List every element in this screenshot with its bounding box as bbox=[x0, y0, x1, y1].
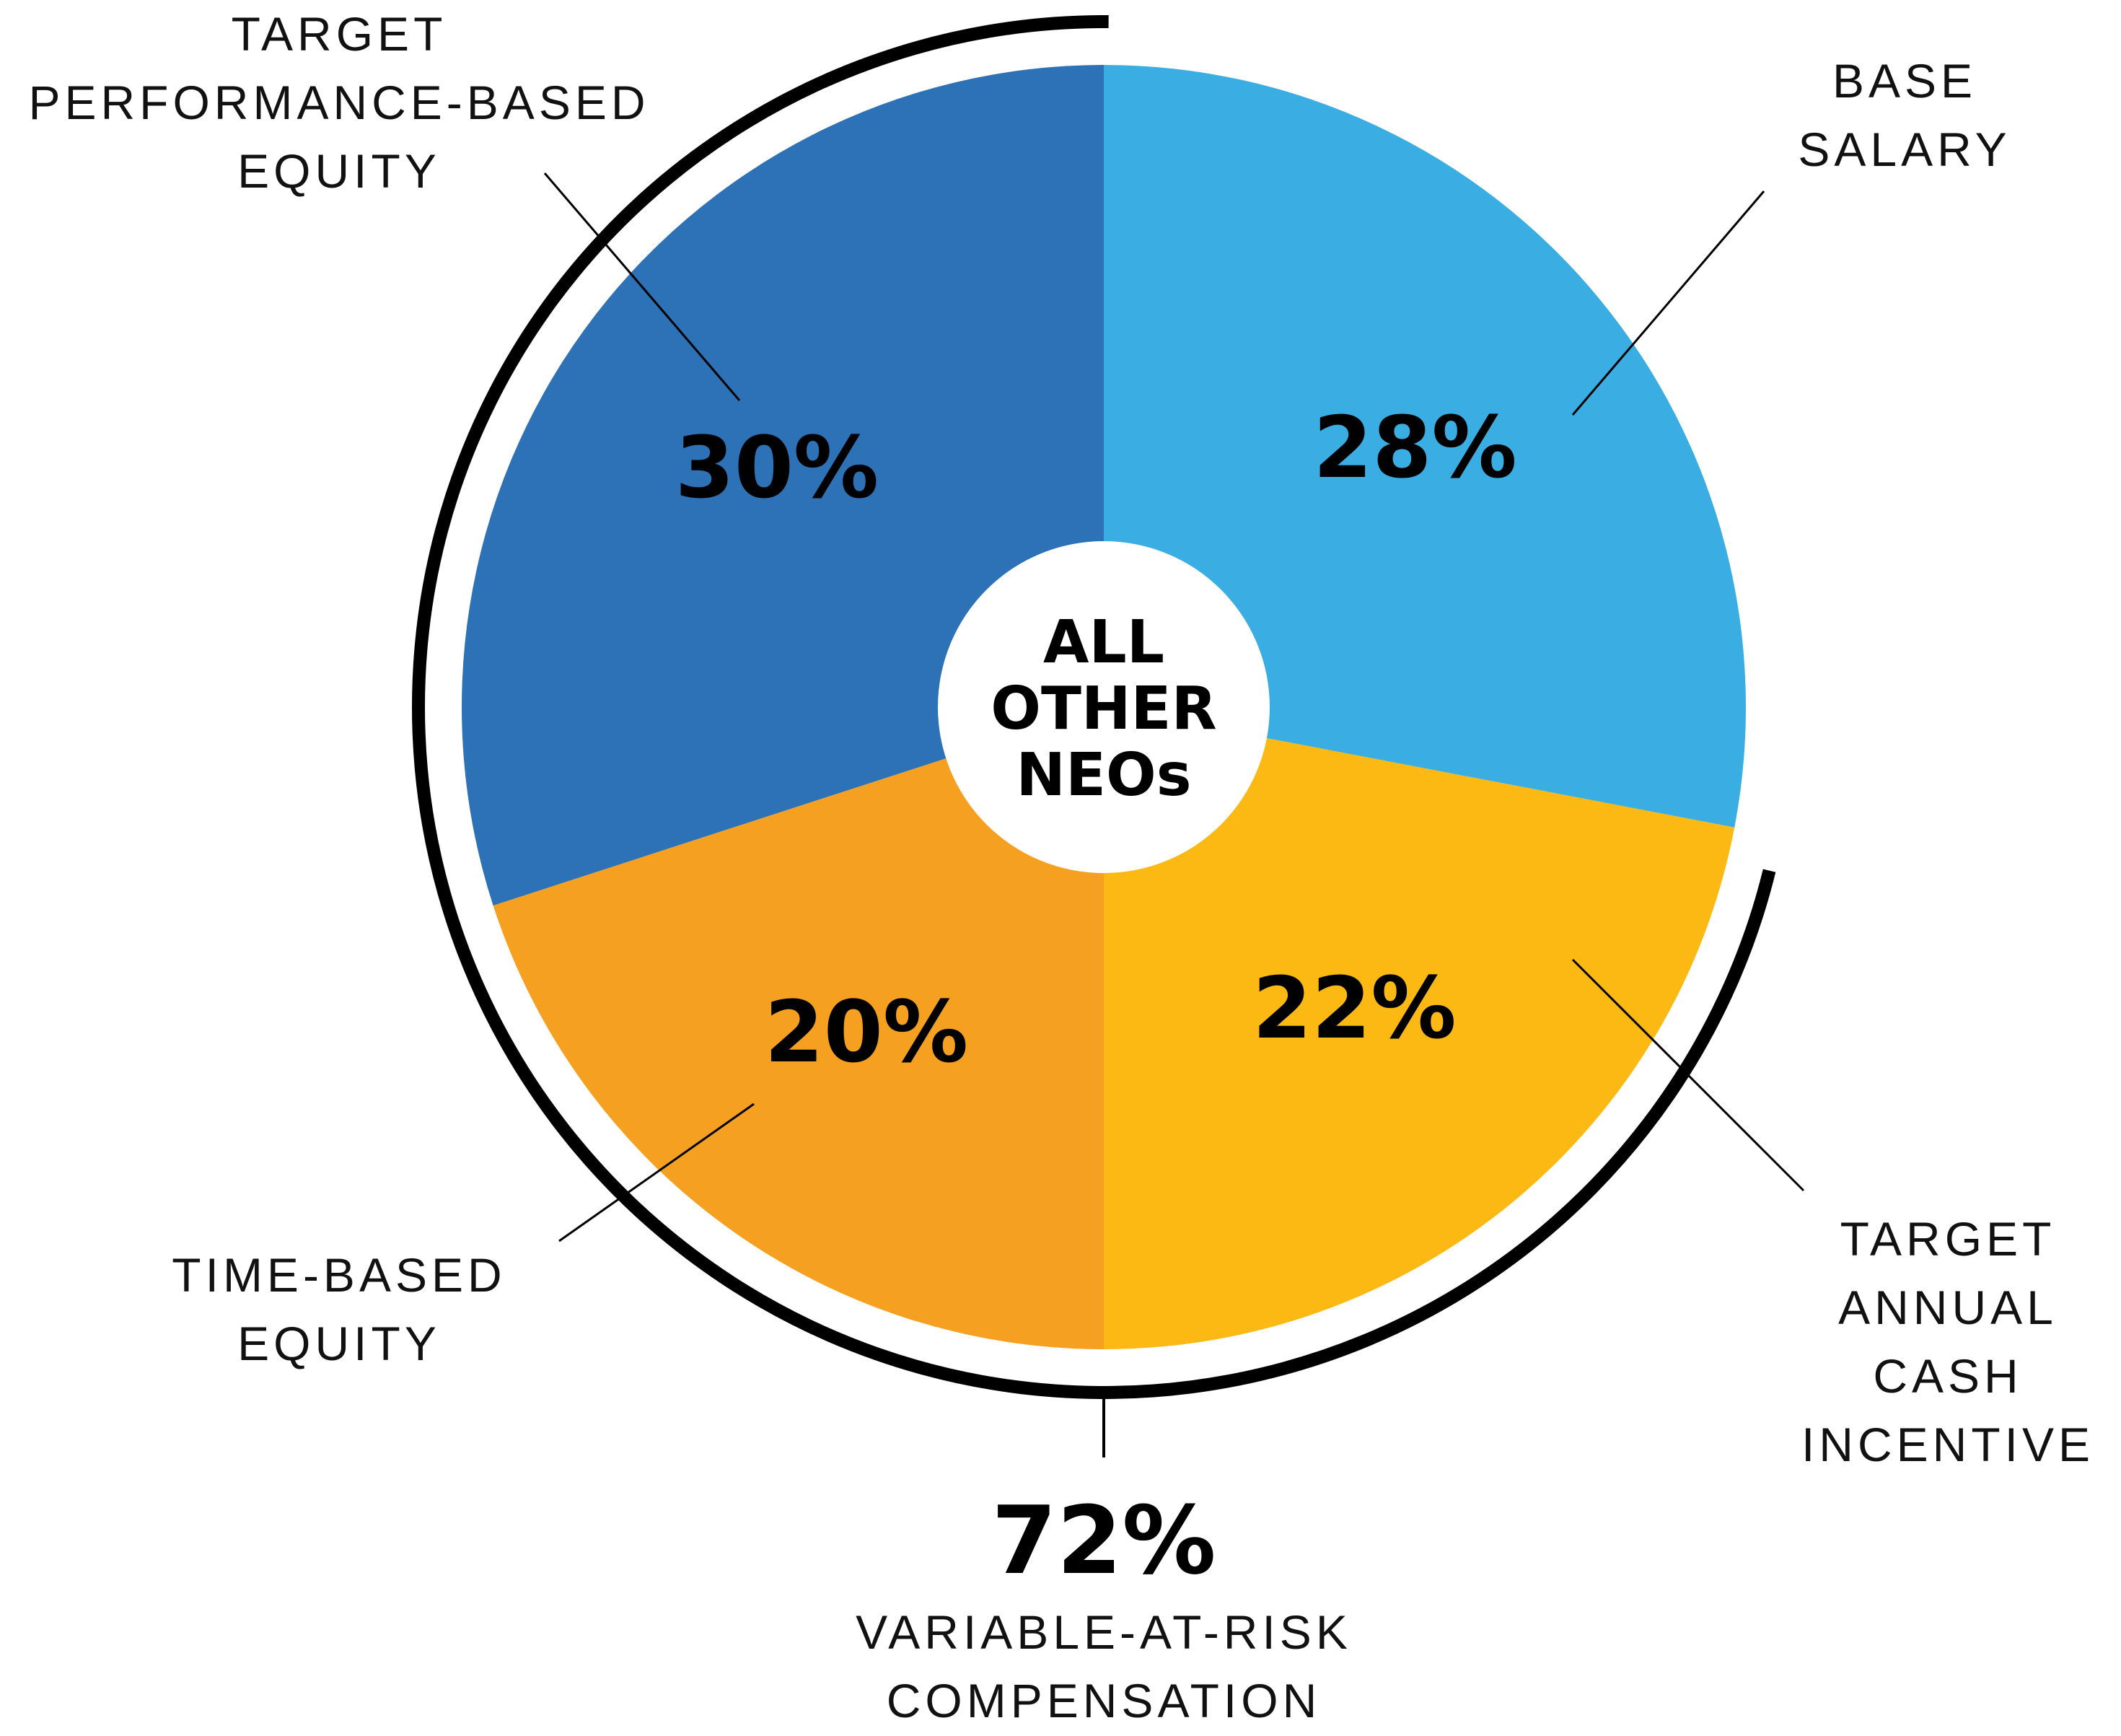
category-label-base-salary: BASE SALARY bbox=[1798, 54, 2011, 176]
percent-label-time-based-equity: 20% bbox=[765, 982, 968, 1082]
category-label-target-performance-based-equity: TARGET PERFORMANCE-BASED EQUITY bbox=[28, 7, 649, 198]
slice-time-based-equity bbox=[493, 707, 1104, 1349]
leader-line-target-performance-based-equity bbox=[543, 172, 741, 401]
bracket-label: VARIABLE-AT-RISK COMPENSATION bbox=[856, 1605, 1352, 1727]
percent-labels: 28% 22% 20% 30% bbox=[675, 398, 1517, 1082]
leader-lines bbox=[543, 172, 1805, 1242]
category-labels: BASE SALARY TARGET ANNUAL CASH INCENTIVE TIME-… bbox=[28, 7, 2094, 1471]
variable-compensation-bracket bbox=[412, 15, 1776, 1457]
bracket-arc bbox=[412, 15, 1776, 1399]
category-label-target-annual-cash-incentive: TARGET ANNUAL CASH INCENTIVE bbox=[1801, 1212, 2094, 1471]
center-circle bbox=[938, 541, 1270, 873]
slice-target-annual-cash-incentive bbox=[1104, 707, 1735, 1349]
percent-label-target-annual-cash-incentive: 22% bbox=[1252, 958, 1456, 1058]
slice-base-salary bbox=[1104, 65, 1746, 828]
leader-line-base-salary bbox=[1571, 190, 1765, 416]
leader-line-time-based-equity bbox=[558, 1102, 755, 1242]
bracket-percent: 72% bbox=[991, 1486, 1216, 1595]
percent-label-base-salary: 28% bbox=[1313, 398, 1516, 497]
percent-label-target-performance-based-equity: 30% bbox=[675, 418, 879, 517]
category-label-time-based-equity: TIME-BASED EQUITY bbox=[172, 1248, 506, 1370]
bracket-labels: 72%VARIABLE-AT-RISK COMPENSATION bbox=[856, 1486, 1352, 1727]
leader-line-target-annual-cash-incentive bbox=[1571, 958, 1805, 1192]
center-label: ALL OTHER NEOs bbox=[991, 608, 1216, 810]
